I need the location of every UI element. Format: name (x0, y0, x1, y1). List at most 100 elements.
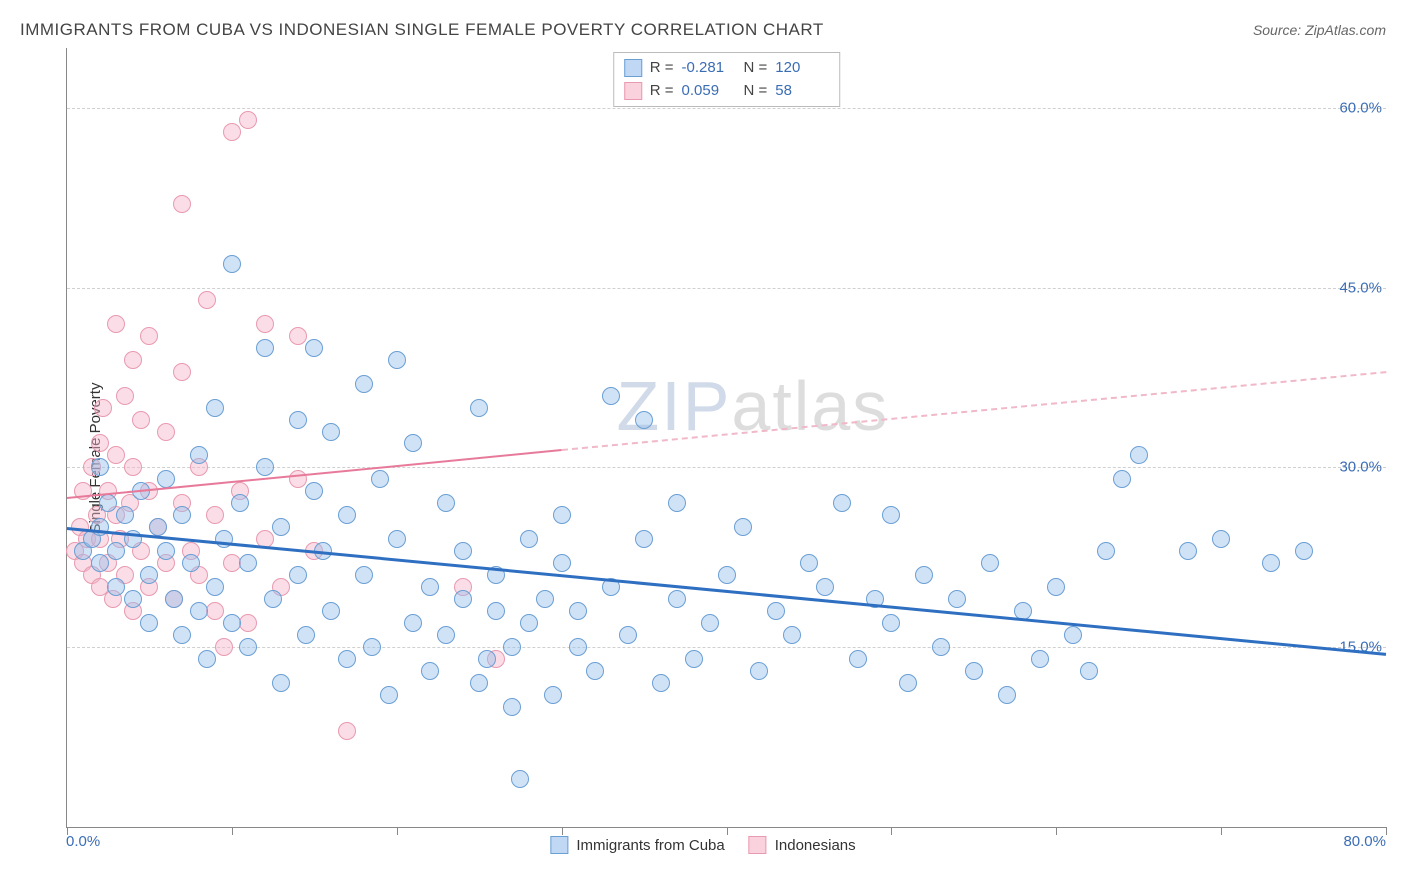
x-tick (1221, 827, 1222, 835)
data-point (206, 602, 224, 620)
data-point (965, 662, 983, 680)
r-value-indonesia: 0.059 (682, 80, 736, 103)
data-point (140, 614, 158, 632)
data-point (404, 614, 422, 632)
data-point (520, 614, 538, 632)
data-point (1113, 470, 1131, 488)
data-point (718, 566, 736, 584)
gridline (67, 647, 1386, 648)
data-point (421, 662, 439, 680)
data-point (206, 578, 224, 596)
data-point (478, 650, 496, 668)
data-point (1212, 530, 1230, 548)
x-tick (562, 827, 563, 835)
data-point (190, 446, 208, 464)
data-point (124, 458, 142, 476)
data-point (701, 614, 719, 632)
n-label: N = (744, 57, 768, 80)
data-point (223, 123, 241, 141)
x-tick (232, 827, 233, 835)
data-point (91, 434, 109, 452)
x-tick (397, 827, 398, 835)
n-value-cuba: 120 (775, 57, 829, 80)
r-label: R = (650, 57, 674, 80)
data-point (1047, 578, 1065, 596)
n-value-indonesia: 58 (775, 80, 829, 103)
data-point (503, 698, 521, 716)
data-point (470, 674, 488, 692)
data-point (569, 638, 587, 656)
legend-item-indonesia: Indonesians (749, 836, 856, 854)
data-point (107, 578, 125, 596)
data-point (305, 482, 323, 500)
data-point (198, 291, 216, 309)
data-point (239, 554, 257, 572)
data-point (553, 506, 571, 524)
data-point (1031, 650, 1049, 668)
legend-item-cuba: Immigrants from Cuba (550, 836, 724, 854)
watermark-atlas: atlas (731, 367, 889, 445)
data-point (256, 339, 274, 357)
data-point (783, 626, 801, 644)
gridline (67, 108, 1386, 109)
data-point (289, 327, 307, 345)
data-point (602, 387, 620, 405)
r-value-cuba: -0.281 (682, 57, 736, 80)
data-point (619, 626, 637, 644)
data-point (998, 686, 1016, 704)
data-point (91, 458, 109, 476)
data-point (668, 494, 686, 512)
x-axis-end-label: 80.0% (1343, 833, 1386, 850)
data-point (816, 578, 834, 596)
data-point (182, 554, 200, 572)
data-point (454, 590, 472, 608)
data-point (569, 602, 587, 620)
y-tick-label: 45.0% (1339, 279, 1382, 296)
data-point (1080, 662, 1098, 680)
data-point (223, 255, 241, 273)
data-point (635, 530, 653, 548)
data-point (421, 578, 439, 596)
data-point (132, 411, 150, 429)
data-point (107, 315, 125, 333)
data-point (239, 614, 257, 632)
data-point (948, 590, 966, 608)
data-point (1130, 446, 1148, 464)
plot-area: ZIPatlas R = -0.281 N = 120 R = 0.059 N … (66, 48, 1386, 828)
data-point (882, 614, 900, 632)
data-point (124, 590, 142, 608)
data-point (652, 674, 670, 692)
data-point (520, 530, 538, 548)
data-point (272, 518, 290, 536)
data-point (116, 506, 134, 524)
stats-row-cuba: R = -0.281 N = 120 (624, 57, 830, 80)
data-point (264, 590, 282, 608)
data-point (981, 554, 999, 572)
legend-label-indonesia: Indonesians (775, 837, 856, 854)
data-point (206, 399, 224, 417)
n-label: N = (744, 80, 768, 103)
source-attribution: Source: ZipAtlas.com (1253, 22, 1386, 38)
data-point (437, 494, 455, 512)
data-point (800, 554, 818, 572)
data-point (140, 566, 158, 584)
data-point (322, 423, 340, 441)
data-point (388, 351, 406, 369)
data-point (685, 650, 703, 668)
bottom-legend: Immigrants from Cuba Indonesians (550, 836, 855, 854)
data-point (1064, 626, 1082, 644)
stats-legend-box: R = -0.281 N = 120 R = 0.059 N = 58 (613, 52, 841, 107)
data-point (487, 602, 505, 620)
data-point (932, 638, 950, 656)
data-point (149, 518, 167, 536)
data-point (338, 506, 356, 524)
stats-row-indonesia: R = 0.059 N = 58 (624, 80, 830, 103)
data-point (206, 506, 224, 524)
data-point (833, 494, 851, 512)
data-point (553, 554, 571, 572)
data-point (91, 518, 109, 536)
data-point (305, 339, 323, 357)
swatch-pink-icon (624, 82, 642, 100)
data-point (454, 542, 472, 560)
data-point (99, 494, 117, 512)
